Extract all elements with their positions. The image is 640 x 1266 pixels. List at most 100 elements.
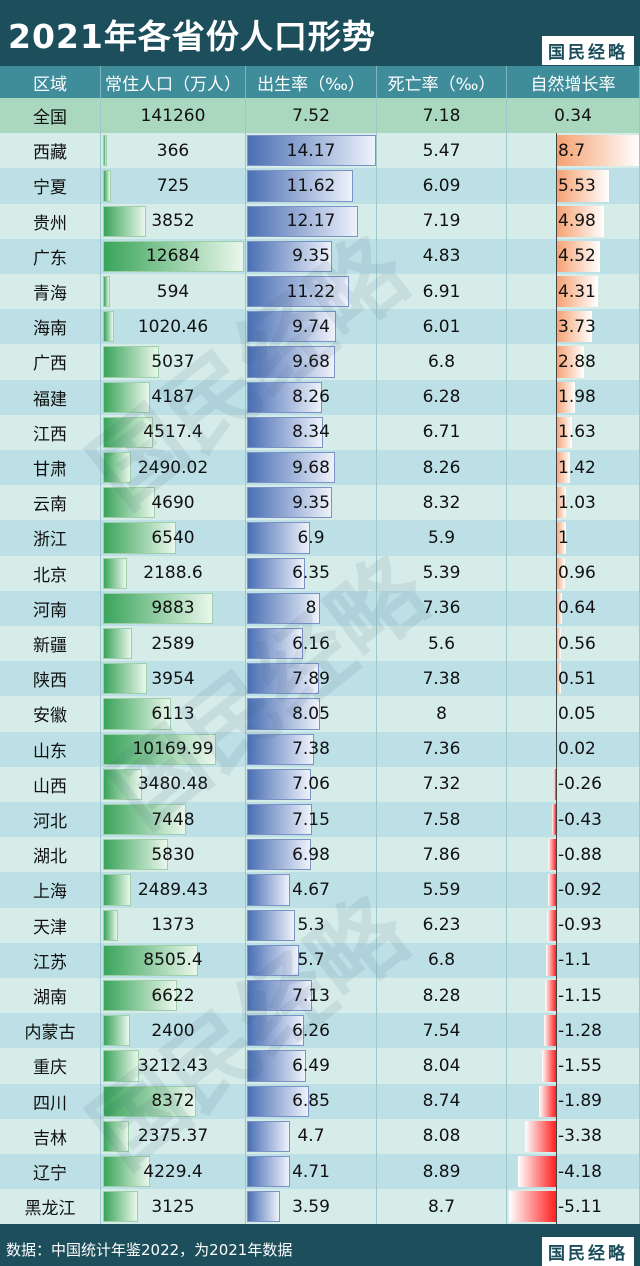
death-value: 6.09 [422,175,461,196]
cell-death: 7.32 [377,766,507,802]
inc-value: -3.38 [558,1126,602,1147]
zero-axis-line [556,414,557,450]
cell-death: 7.18 [377,98,507,134]
page-title: 2021年各省份人口形势 [8,17,376,56]
birth-value: 9.74 [292,316,330,337]
birth-rate-bar [247,135,376,167]
table-row: 青海 594 11.22 6.91 4.31 [0,274,640,310]
zero-axis-line [556,907,557,943]
increase-rate-bar [556,416,572,448]
cell-region: 全国 [0,98,101,134]
cell-birth: 8.34 [246,414,377,450]
population-bar [103,205,146,237]
increase-rate-bar [556,452,570,484]
birth-value: 6.85 [292,1091,330,1112]
cell-inc: 1.42 [507,450,640,486]
cell-pop: 10169.99 [101,731,246,767]
cell-death: 7.54 [377,1013,507,1049]
birth-value: 4.71 [292,1161,330,1182]
birth-rate-bar [247,311,336,343]
birth-rate-bar [247,346,336,378]
population-bar [103,487,156,519]
cell-death: 8.89 [377,1154,507,1190]
inc-value: 3.73 [558,316,596,337]
region-value: 贵州 [33,213,67,234]
region-value: 广西 [33,354,67,375]
zero-axis-line [556,379,557,415]
birth-value: 7.89 [292,668,330,689]
cell-birth: 5.3 [246,907,377,943]
birth-value: 5.7 [297,950,325,971]
death-value: 8.08 [422,1126,461,1147]
region-value: 江苏 [33,952,67,973]
birth-rate-bar [247,557,305,589]
death-value: 6.23 [422,915,461,936]
cell-birth: 6.9 [246,520,377,556]
pop-value: 7448 [151,809,195,830]
region-value: 河北 [33,812,67,833]
cell-death: 8.32 [377,485,507,521]
death-value: 7.19 [422,211,461,232]
region-value: 海南 [33,319,67,340]
increase-rate-bar [545,944,556,976]
cell-birth: 9.68 [246,344,377,380]
cell-region: 四川 [0,1083,101,1119]
table-row: 广西 5037 9.68 6.8 2.88 [0,344,640,380]
population-bar [103,1050,139,1082]
cell-death: 8 [377,696,507,732]
cell-inc: -0.88 [507,837,640,873]
death-value: 8.32 [422,492,461,513]
death-value: 8.89 [422,1161,461,1182]
cell-region: 云南 [0,485,101,521]
region-value: 四川 [33,1093,67,1114]
cell-inc: -1.1 [507,942,640,978]
cell-inc: 4.31 [507,274,640,310]
table-row: 山西 3480.48 7.06 7.32 -0.26 [0,766,640,802]
population-bar [103,135,108,167]
cell-death: 4.83 [377,238,507,274]
cell-pop: 6622 [101,978,246,1014]
increase-rate-bar [547,874,556,906]
cell-birth: 9.74 [246,309,377,345]
birth-rate-bar [247,839,311,871]
birth-value: 7.15 [292,809,330,830]
increase-rate-bar [556,311,592,343]
death-value: 7.86 [422,844,461,865]
cell-birth: 6.85 [246,1083,377,1119]
zero-axis-line [556,766,557,802]
zero-axis-line [556,942,557,978]
birth-rate-bar [247,276,350,308]
death-value: 7.36 [422,739,461,760]
zero-axis-line [556,450,557,486]
pop-value: 8372 [151,1091,195,1112]
header-bar: 2021年各省份人口形势 国民经略 [0,0,640,66]
increase-rate-bar [556,240,600,272]
cell-death: 6.71 [377,414,507,450]
cell-birth: 9.68 [246,450,377,486]
cell-pop: 1373 [101,907,246,943]
death-value: 8 [436,703,447,724]
region-value: 黑龙江 [24,1199,76,1220]
death-value: 7.18 [422,105,461,126]
cell-region: 重庆 [0,1048,101,1084]
birth-rate-bar [247,522,310,554]
pop-value: 8505.4 [143,950,203,971]
increase-rate-bar [524,1120,556,1152]
zero-axis-line [556,1154,557,1190]
birth-rate-bar [247,1050,307,1082]
cell-region: 浙江 [0,520,101,556]
cell-pop: 141260 [101,98,246,134]
birth-rate-bar [247,768,312,800]
cell-birth: 9.35 [246,485,377,521]
cell-birth: 7.38 [246,731,377,767]
cell-region: 江苏 [0,942,101,978]
birth-value: 9.68 [292,351,330,372]
birth-rate-bar [247,1120,290,1152]
cell-region: 青海 [0,274,101,310]
region-value: 陕西 [33,671,67,692]
region-value: 天津 [33,917,67,938]
table-row: 陕西 3954 7.89 7.38 0.51 [0,661,640,697]
birth-rate-bar [247,1015,304,1047]
cell-birth: 7.15 [246,802,377,838]
death-value: 7.58 [422,809,461,830]
